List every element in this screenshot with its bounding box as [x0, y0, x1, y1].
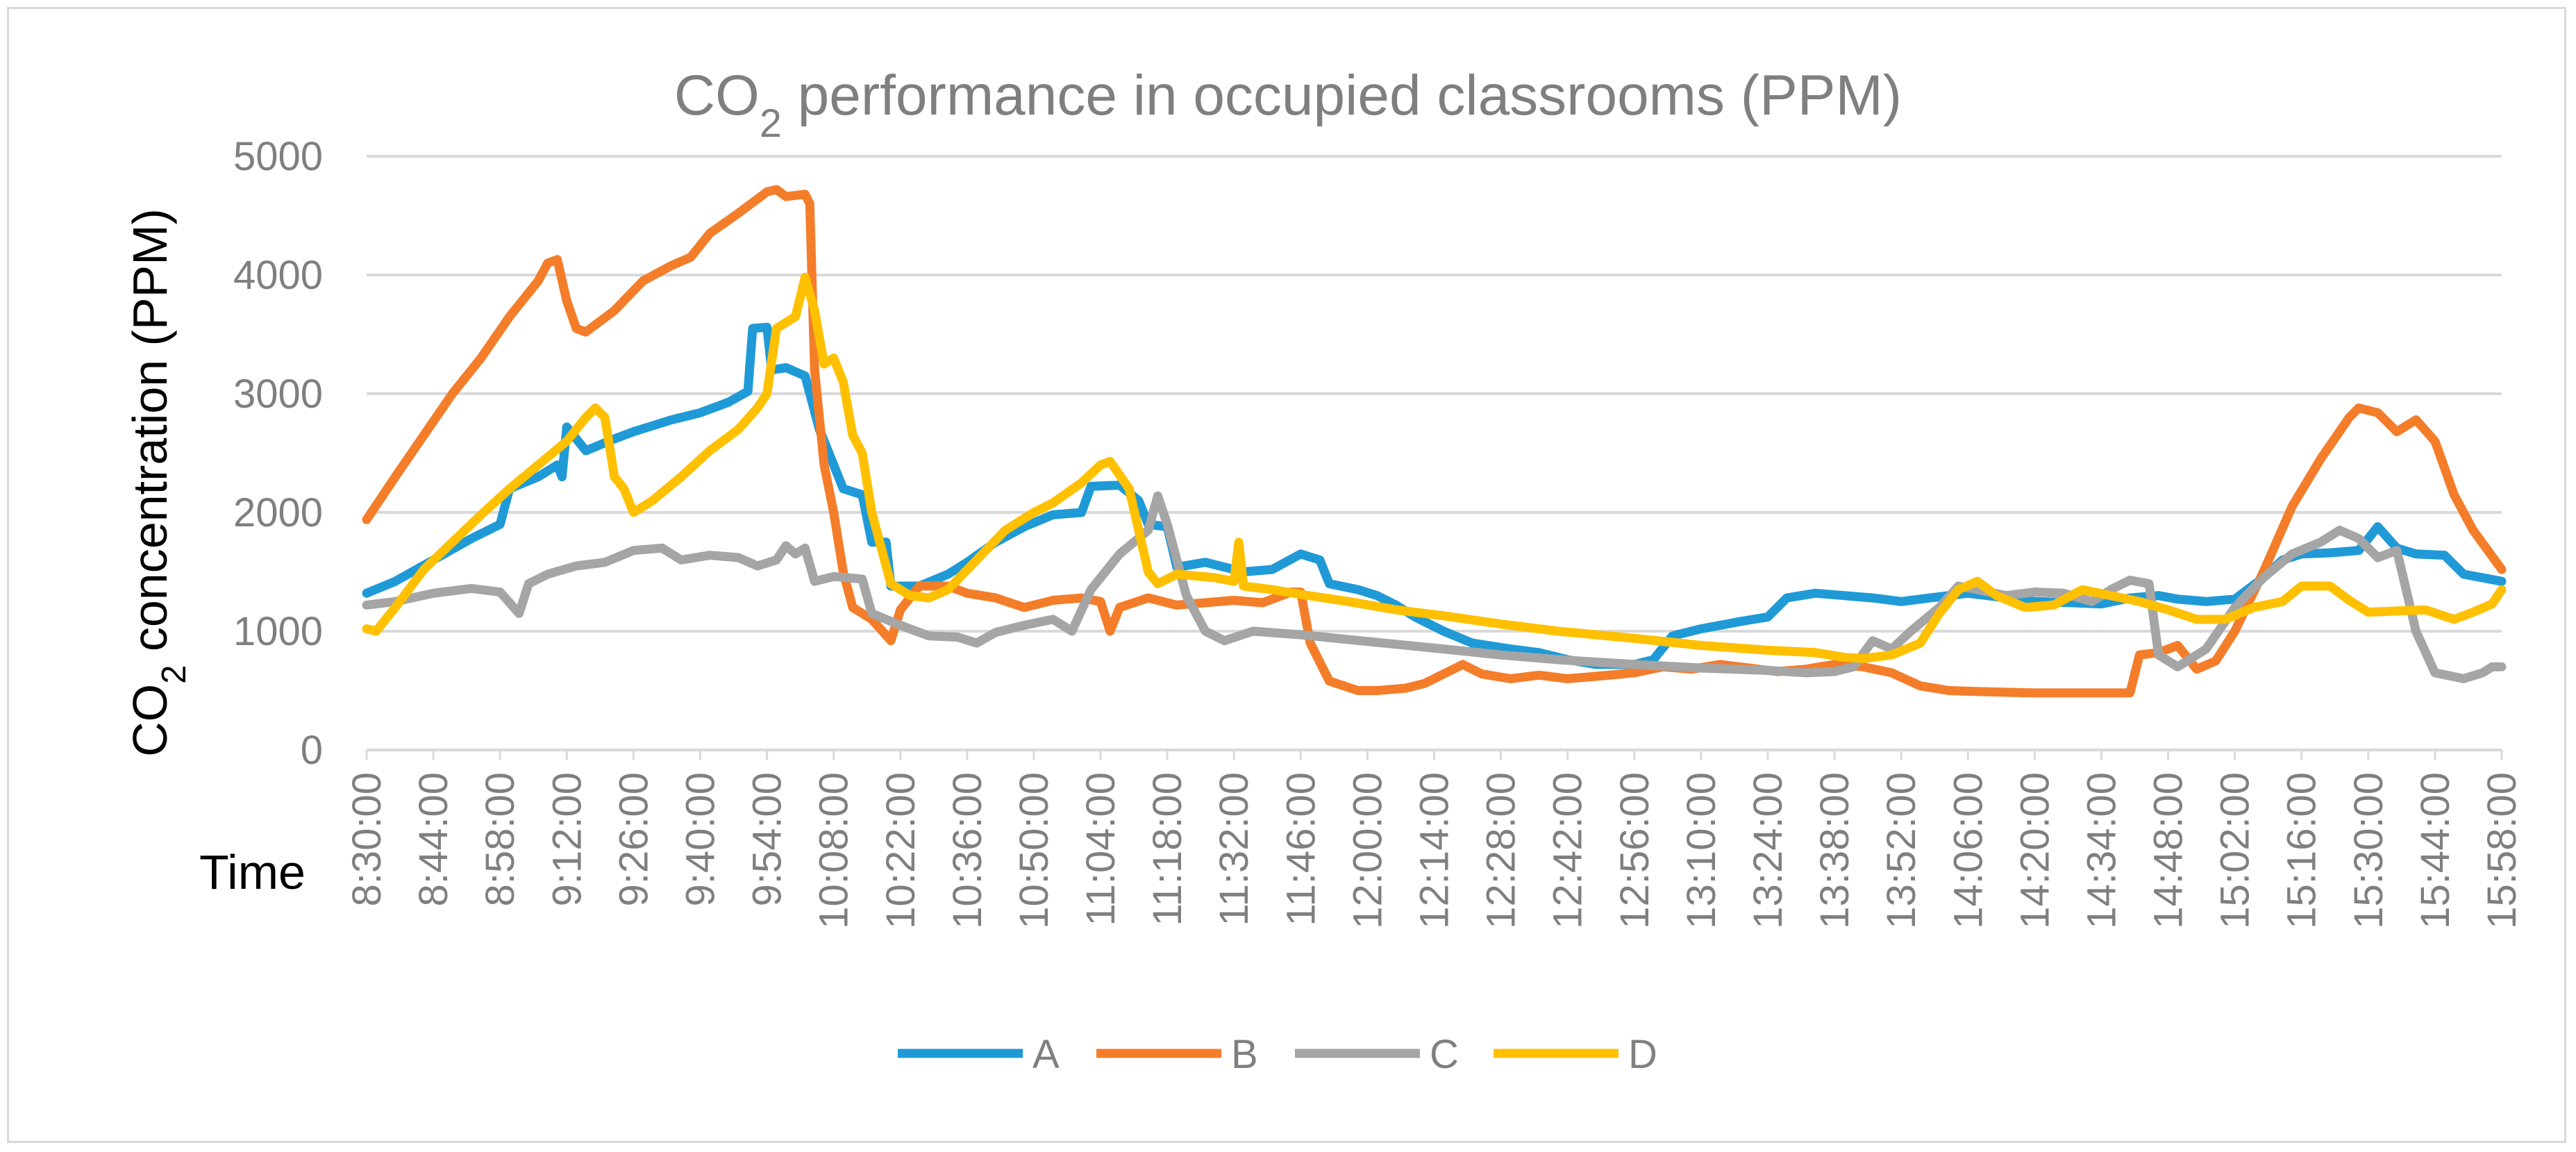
x-tick-label: 9:54:00 [745, 772, 790, 907]
chart-frame [7, 7, 2566, 1143]
x-tick-label: 13:38:00 [1812, 772, 1857, 929]
x-tick-label: 15:16:00 [2280, 772, 2325, 929]
legend-item-B: B [1096, 1032, 1258, 1077]
x-tick-label: 9:26:00 [611, 772, 656, 907]
x-tick-label: 13:10:00 [1679, 772, 1724, 929]
x-tick-label: 12:28:00 [1479, 772, 1524, 929]
y-tick-label: 4000 [233, 253, 323, 298]
x-tick-label: 15:02:00 [2213, 772, 2258, 929]
legend: A B C D [898, 1032, 1657, 1077]
x-tick-label: 12:42:00 [1546, 772, 1591, 929]
x-tick-label: 15:58:00 [2479, 772, 2525, 929]
y-tick-label: 2000 [233, 490, 323, 535]
y-tick-label: 5000 [233, 134, 323, 179]
gridlines [367, 155, 2502, 751]
x-tick-label: 11:46:00 [1278, 772, 1323, 926]
x-tick-label: 9:12:00 [544, 772, 589, 907]
x-tick-label: 10:50:00 [1012, 772, 1057, 929]
x-tick-label: 10:08:00 [812, 772, 857, 929]
x-tick-label: 8:58:00 [478, 772, 523, 907]
x-axis-label: Time [199, 845, 306, 899]
x-tick-label: 14:34:00 [2079, 772, 2124, 929]
x-tick-label: 15:44:00 [2413, 772, 2458, 929]
x-tick-label: 11:18:00 [1145, 772, 1190, 926]
legend-item-C: C [1295, 1032, 1459, 1077]
x-tick-label: 10:36:00 [945, 772, 990, 929]
x-tick-label: 14:06:00 [1946, 772, 1991, 929]
x-tick-label: 14:20:00 [2012, 772, 2057, 929]
legend-label-D: D [1628, 1032, 1657, 1077]
series-line-D [362, 272, 2507, 663]
x-tick-label: 11:04:00 [1078, 772, 1123, 926]
x-axis-ticks: 8:30:00 8:44:00 8:58:00 9:12:00 9:26:00 9:40:… [344, 750, 2525, 929]
x-tick-label: 13:52:00 [1879, 772, 1924, 929]
legend-label-B: B [1231, 1032, 1258, 1077]
y-axis-label: CO2 concentration (PPM) [123, 208, 193, 757]
x-tick-label: 8:30:00 [344, 772, 390, 907]
x-tick-label: 8:44:00 [411, 772, 456, 907]
y-tick-label: 3000 [233, 372, 323, 417]
x-tick-label: 15:30:00 [2346, 772, 2391, 929]
y-axis-ticks: 0 1000 2000 3000 4000 5000 [233, 134, 323, 773]
x-tick-label: 9:40:00 [678, 772, 723, 907]
y-tick-label: 0 [301, 728, 323, 773]
x-tick-label: 11:32:00 [1212, 772, 1257, 926]
x-tick-label: 10:22:00 [878, 772, 923, 929]
x-tick-label: 12:00:00 [1345, 772, 1390, 929]
x-tick-label: 12:56:00 [1612, 772, 1657, 929]
legend-label-C: C [1430, 1032, 1459, 1077]
legend-label-A: A [1032, 1032, 1060, 1077]
y-tick-label: 1000 [233, 609, 323, 654]
legend-item-D: D [1494, 1032, 1657, 1077]
series-line-C [362, 491, 2507, 683]
x-tick-label: 12:14:00 [1412, 772, 1457, 929]
chart-title: CO2 performance in occupied classrooms (… [674, 64, 1902, 146]
series-lines [362, 185, 2507, 698]
legend-item-A: A [898, 1032, 1060, 1077]
x-tick-label: 14:48:00 [2146, 772, 2191, 929]
x-tick-label: 13:24:00 [1746, 772, 1791, 929]
